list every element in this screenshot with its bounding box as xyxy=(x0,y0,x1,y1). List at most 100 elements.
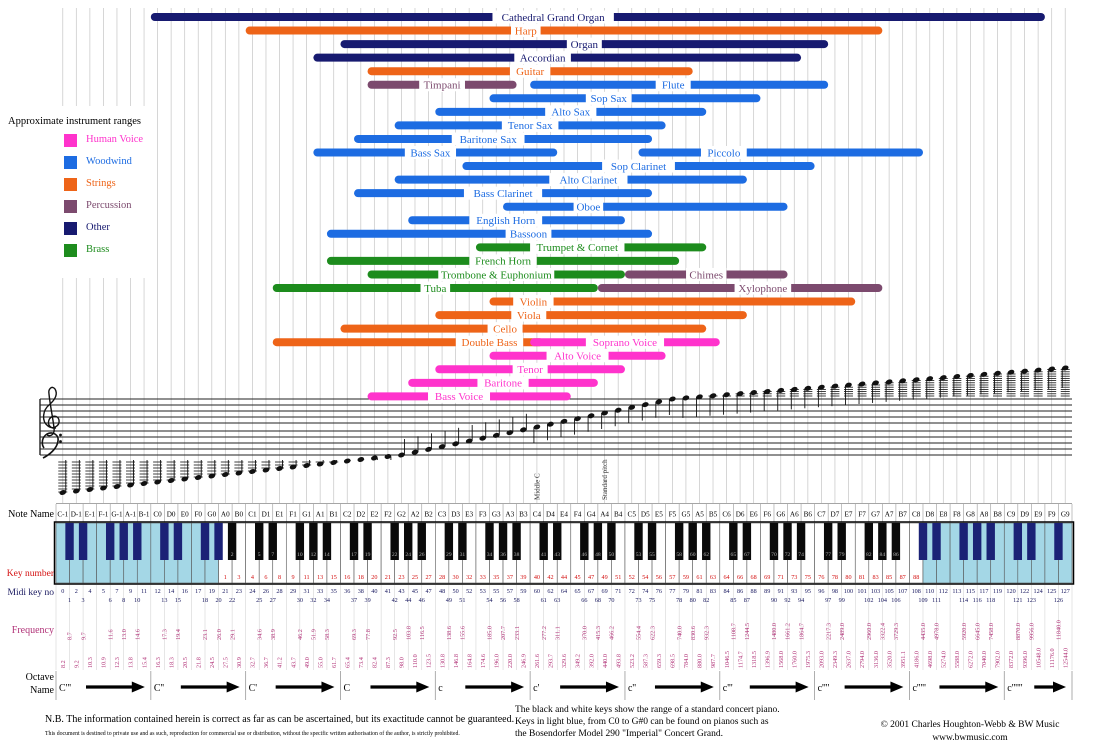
black-key-number: 50 xyxy=(609,552,615,558)
frequency-value-white: 30.9 xyxy=(236,657,243,668)
frequency-value-black: 622.3 xyxy=(649,626,656,640)
legend-title: Approximate instrument ranges xyxy=(8,116,141,127)
bass-clef-icon xyxy=(41,432,59,459)
range-bar-label-bg xyxy=(655,78,691,92)
range-bar-label: Viola xyxy=(517,310,541,322)
range-bar-label-bg xyxy=(469,254,537,268)
midi-number-white: 127 xyxy=(1061,588,1070,595)
frequency-value-white: 36.7 xyxy=(263,657,270,668)
midi-number-black: 106 xyxy=(891,597,900,604)
frequency-value-white: 440.0 xyxy=(602,654,609,668)
black-key-number: 24 xyxy=(405,552,411,558)
white-key-number: 45 xyxy=(574,574,580,581)
frequency-value-black: 46.2 xyxy=(297,629,304,640)
white-key-number: 71 xyxy=(778,574,784,581)
pitch-annotation: Standard pitch xyxy=(601,459,609,500)
range-bar-label: Chimes xyxy=(689,269,723,281)
midi-number-black: 15 xyxy=(175,597,181,604)
white-key-number: 9 xyxy=(292,574,295,581)
midi-number-black: 102 xyxy=(864,597,873,604)
frequency-value-white: 10548.0 xyxy=(1035,648,1042,668)
range-bar-label-bg xyxy=(419,78,465,92)
frequency-value-white: 2637.0 xyxy=(846,651,853,668)
white-key-number: 18 xyxy=(358,574,364,581)
range-bar-label-bg xyxy=(469,213,543,227)
frequency-value-white: 1174.7 xyxy=(737,651,744,668)
frequency-value-black: 4978.0 xyxy=(934,623,941,640)
black-key-number: 26 xyxy=(419,552,425,558)
strings-swatch-icon xyxy=(64,178,77,191)
legend-label: Other xyxy=(86,222,110,233)
note-name: D5 xyxy=(641,511,650,519)
black-key-number: 14 xyxy=(324,552,330,558)
frequency-value-white: 293.7 xyxy=(548,654,555,668)
range-bar-label: Guitar xyxy=(516,66,544,78)
range-bar-label-bg xyxy=(492,10,614,24)
midi-number-black: 80 xyxy=(690,597,696,604)
white-key-number: 30 xyxy=(453,574,459,581)
black-key xyxy=(553,523,562,560)
frequency-value-black: 23.1 xyxy=(202,629,209,640)
midi-number-white: 77 xyxy=(669,588,675,595)
frequency-value-black: 466.2 xyxy=(609,626,616,640)
midi-number-black: 13 xyxy=(161,597,167,604)
midi-number-black: 63 xyxy=(554,597,560,604)
note-name: A0 xyxy=(221,511,230,519)
black-key-number: 17 xyxy=(351,552,357,558)
white-key-number: 25 xyxy=(412,574,418,581)
range-bar-label-bg xyxy=(420,281,451,295)
note-name: A3 xyxy=(505,511,514,519)
black-key-number: 38 xyxy=(514,552,520,558)
frequency-value-white: 12544.0 xyxy=(1062,648,1069,668)
range-bar-label: Trumpet & Cornet xyxy=(537,242,619,254)
octave-arrow-head-icon xyxy=(700,681,714,693)
white-key-number: 85 xyxy=(886,574,892,581)
black-key xyxy=(783,523,792,560)
midi-number-white: 31 xyxy=(304,588,310,595)
frequency-value-white: 130.8 xyxy=(439,654,446,668)
note-head xyxy=(59,489,67,496)
note-head xyxy=(411,449,419,455)
midi-number-white: 5 xyxy=(102,588,105,595)
note-name: E1 xyxy=(276,511,284,519)
midi-number-black: 94 xyxy=(798,597,804,604)
note-name: F5 xyxy=(669,511,677,519)
midi-number-black: 6 xyxy=(109,597,112,604)
midi-number-white: 83 xyxy=(710,588,716,595)
frequency-value-black: 11.6 xyxy=(107,629,114,640)
note-head xyxy=(167,477,175,484)
black-key-number: 48 xyxy=(595,552,601,558)
octave-row-label-line2: Name xyxy=(30,685,54,696)
midi-number-white: 67 xyxy=(588,588,594,595)
note-head xyxy=(831,383,839,389)
range-bar-label: Bassoon xyxy=(510,229,548,241)
black-key xyxy=(796,523,806,560)
black-key xyxy=(918,523,928,560)
black-key-number: 10 xyxy=(297,552,303,558)
legend-label: Human Voice xyxy=(86,134,144,145)
note-head xyxy=(384,453,392,460)
white-key-number: 69 xyxy=(764,574,770,581)
midi-number-white: 96 xyxy=(818,588,824,595)
note-name: F3 xyxy=(479,511,487,519)
treble-clef-icon xyxy=(42,386,60,437)
note-head xyxy=(790,386,798,392)
black-key-number: 34 xyxy=(487,552,493,558)
frequency-value-white: 784.0 xyxy=(683,654,690,668)
black-key xyxy=(309,523,318,560)
frequency-value-white: 261.6 xyxy=(534,654,541,668)
midi-number-white: 113 xyxy=(952,588,961,595)
midi-number-black: 46 xyxy=(419,597,425,604)
range-bar-label: Organ xyxy=(571,39,599,51)
note-head xyxy=(655,399,663,405)
note-name: B6 xyxy=(804,511,813,519)
midi-number-white: 124 xyxy=(1033,588,1042,595)
disclaimer-text: N.B. The information contained herein is… xyxy=(45,714,515,725)
midi-number-white: 115 xyxy=(966,588,975,595)
frequency-value-white: 9.2 xyxy=(74,660,81,668)
midi-number-white: 43 xyxy=(398,588,404,595)
black-key xyxy=(959,523,968,560)
note-name: C-1 xyxy=(57,511,68,519)
note-name: G3 xyxy=(492,511,501,519)
